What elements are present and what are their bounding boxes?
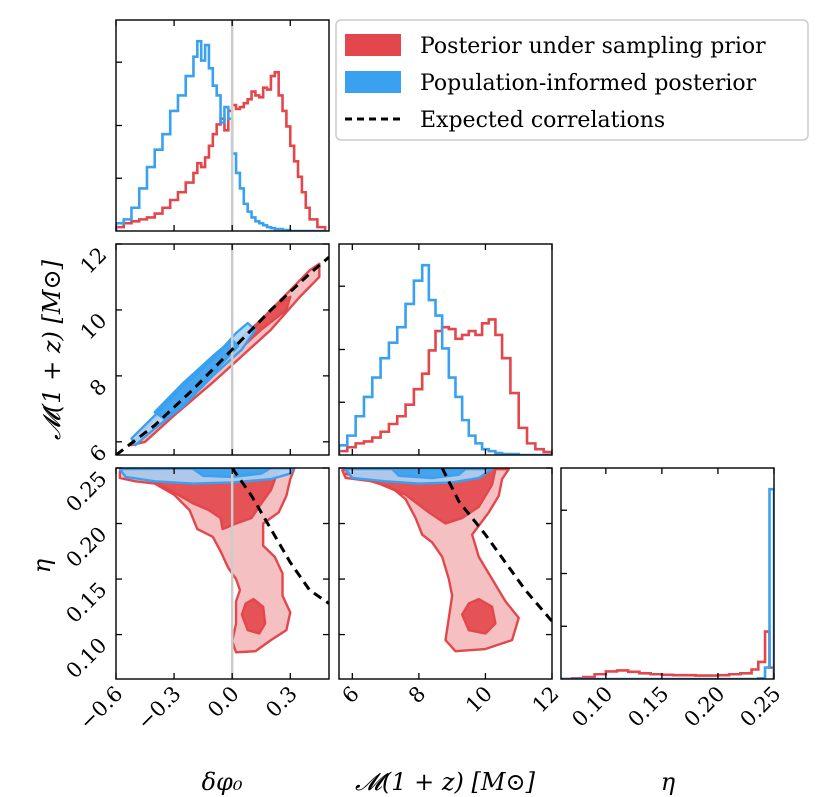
hist-population-mc — [339, 263, 552, 455]
contour-posterior-inner-eta_vs_mc — [344, 468, 497, 525]
hist-panel-eta — [561, 487, 774, 679]
xlabel-dphi: δφ₀ — [202, 768, 243, 796]
frame-0-0 — [115, 19, 330, 232]
frame-2-2 — [560, 467, 775, 680]
hist-posterior-dphi — [116, 70, 327, 231]
hist-population-eta — [561, 487, 774, 679]
xticklabel-eta-2: 0.20 — [679, 682, 729, 732]
frame-0-2 — [115, 467, 330, 680]
ylabel-mc: 𝓜(1 + z) [M⊙] — [38, 259, 66, 440]
expected-line-eta_vs_mc — [440, 468, 552, 623]
ylabel-eta: η — [28, 558, 56, 573]
frame-0-1 — [115, 243, 330, 456]
legend-swatch-population — [345, 71, 401, 93]
expected-line-mc_vs_dphi — [116, 256, 329, 455]
contour-population-inner-mc_vs_dphi — [153, 338, 240, 420]
yticklabel-mc-1: 8 — [85, 374, 111, 400]
yticklabel-mc-0: 6 — [85, 440, 111, 466]
hist-posterior-eta — [561, 630, 774, 679]
yticklabel-mc-2: 10 — [76, 309, 112, 345]
hist-posterior-mc — [339, 318, 552, 455]
xticklabel-eta-1: 0.15 — [623, 682, 673, 732]
xticklabel-dphi-3: 0.3 — [261, 682, 302, 723]
xlabel-eta: η — [661, 768, 676, 796]
xticklabel-eta-0: 0.10 — [567, 682, 617, 732]
xticklabel-dphi-0: −0.6 — [75, 682, 128, 735]
legend-label-posterior: Posterior under sampling prior — [420, 34, 766, 59]
yticklabel-eta-1: 0.15 — [61, 578, 111, 628]
contour-posterior-inner-eta_vs_dphi — [124, 468, 280, 531]
legend-label-expected: Expected correlations — [420, 108, 665, 133]
yticklabel-eta-2: 0.20 — [61, 522, 111, 572]
legend: Posterior under sampling prior Populatio… — [335, 19, 809, 141]
yticklabel-eta-0: 0.10 — [61, 633, 111, 683]
xticklabel-mc-0: 6 — [337, 682, 363, 708]
xticklabel-mc-1: 8 — [404, 682, 430, 708]
contour-posterior-core-eta_vs_mc — [460, 597, 497, 635]
yticklabel-eta-3: 0.25 — [61, 467, 111, 517]
xticklabel-mc-2: 10 — [461, 682, 497, 718]
yticklabel-mc-3: 12 — [76, 243, 112, 279]
hist-panel-dphi — [116, 20, 327, 231]
contour-posterior-core-eta_vs_dphi — [240, 597, 267, 635]
xticklabel-dphi-2: 0.0 — [203, 682, 244, 723]
frame-1-2 — [338, 467, 553, 680]
xlabel-mc: 𝓜(1 + z) [M⊙] — [355, 768, 536, 796]
xticklabel-mc-3: 12 — [528, 682, 564, 718]
legend-frame — [335, 19, 809, 141]
contour-panel-eta_vs_mc — [341, 468, 552, 653]
contour-panel-eta_vs_dphi — [118, 468, 329, 679]
xticklabel-eta-3: 0.25 — [735, 682, 785, 732]
hist-population-dphi — [116, 39, 326, 231]
legend-label-population: Population-informed posterior — [420, 71, 757, 96]
legend-swatch-posterior — [345, 34, 401, 56]
contour-panel-mc_vs_dphi — [116, 244, 329, 455]
hist-panel-mc — [339, 263, 552, 455]
xticklabel-dphi-1: −0.3 — [133, 682, 186, 735]
expected-line-eta_vs_dphi — [230, 468, 329, 605]
